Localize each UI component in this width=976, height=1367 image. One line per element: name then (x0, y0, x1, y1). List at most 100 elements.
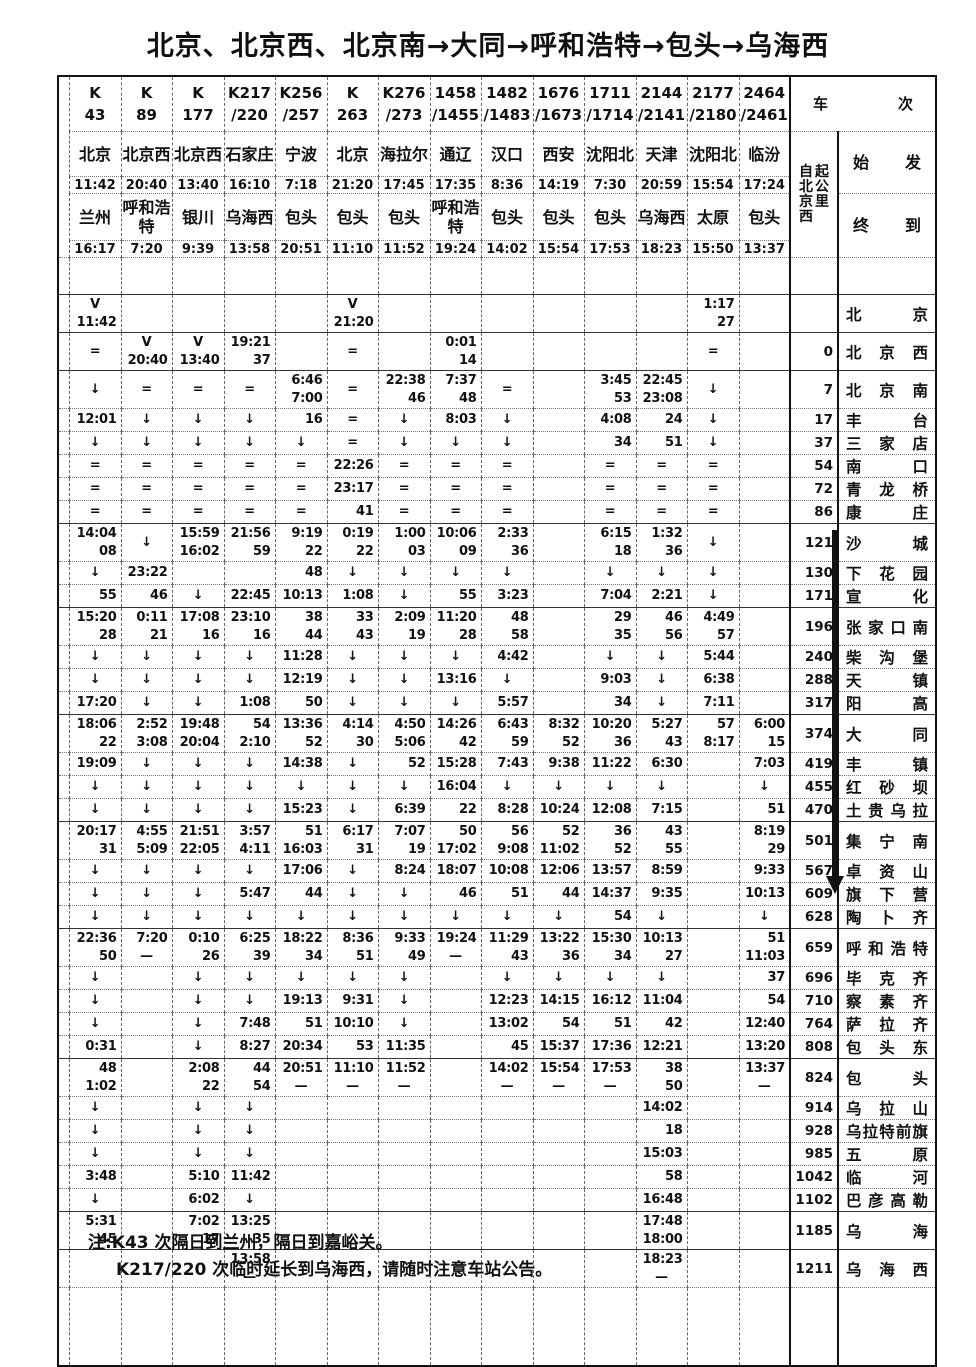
time-cell (687, 752, 740, 776)
time-value: 6:15 (600, 525, 632, 541)
train-number-cell: K 89 (121, 76, 173, 132)
time-cell (378, 294, 431, 333)
time-cell-content: ↓ (379, 692, 430, 714)
time-value: 4:08 (600, 412, 632, 427)
time-cell: ↓ (378, 645, 431, 669)
time-cell: 6:38 (687, 668, 740, 692)
time-cell: 45 (481, 1035, 534, 1059)
time-cell-content: = (70, 501, 121, 523)
left-gutter (58, 821, 70, 860)
time-value: 17:02 (436, 841, 477, 857)
time-cell-content: ↓ (122, 753, 172, 775)
origin-time-cell: 15:54 (687, 176, 740, 194)
station-row: ↓ ↓ ↓ ↓ 11:28 ↓ ↓ ↓ 4:42 ↓ ↓ 5:44 240 柴沟堡 (58, 645, 937, 669)
time-value: ↓ (244, 993, 255, 1008)
terminal-station-cell: 乌海西 (224, 193, 276, 241)
time-value: V (141, 334, 152, 350)
time-value: ↓ (89, 886, 101, 901)
time-cell: ↓ (69, 370, 122, 409)
time-cell-content: 1:17 27 (688, 296, 739, 332)
time-cell-content: 44 54 (225, 1060, 275, 1096)
time-cell: 13:20 (739, 1035, 791, 1059)
time-cell-content (431, 1036, 481, 1058)
empty-cell (69, 1287, 122, 1367)
time-value: ↓ (89, 1192, 101, 1207)
time-value: 29 (767, 841, 786, 857)
time-value: 59 (511, 734, 529, 750)
time-value: ↓ (656, 672, 667, 687)
terminal-time-cell: 13:37 (739, 240, 791, 258)
time-cell: ↓ (69, 1119, 122, 1143)
time-cell (481, 1165, 534, 1189)
time-cell-content: 10:13 27 (637, 930, 687, 966)
timetable-body: K 43 K 89 K 177 K217/220 K256/257 K 263 K276/273 14… (58, 76, 937, 1367)
time-value: ↓ (141, 779, 152, 794)
time-cell (687, 905, 740, 929)
time-cell: 54 2:10 (224, 714, 276, 753)
time-cell-content: ↓ (225, 409, 275, 431)
time-cell-content (740, 609, 790, 645)
terminal-station-cell: 银川 (172, 193, 225, 241)
km-header-char: 里 (815, 193, 829, 210)
time-cell-content: 2:08 22 (173, 1060, 224, 1096)
empty-cell (378, 1287, 431, 1367)
time-value: ↓ (450, 565, 461, 580)
time-cell: 16 (275, 408, 328, 432)
time-cell-content (534, 372, 584, 408)
time-cell-content: 56 9:08 (482, 823, 533, 859)
station-row: = V 20:40 V 13:40 19:21 37 = 0:01 14 = 0 北京西 (58, 332, 937, 371)
station-name: 呼和浩特 (836, 928, 937, 967)
time-cell-content: 11:20 28 (431, 609, 481, 645)
time-cell (584, 1188, 637, 1212)
time-value: ↓ (192, 695, 204, 710)
time-cell-content: ↓ (173, 990, 224, 1012)
time-value: 15:59 (179, 525, 220, 541)
time-cell: = (172, 454, 225, 478)
left-gutter (58, 775, 70, 799)
time-cell-content (534, 1120, 584, 1142)
time-value: 34 (614, 435, 632, 450)
time-value: 6:38 (703, 672, 735, 687)
time-cell: 5:27 43 (636, 714, 688, 753)
time-cell-content: ↓ (534, 967, 584, 989)
time-cell-content (122, 1120, 172, 1142)
time-cell-content: = (122, 478, 172, 500)
km-header-column: 自北京西 (799, 164, 813, 225)
time-cell: 18:06 22 (69, 714, 122, 753)
time-value: 7:07 (394, 823, 426, 839)
time-cell-content: = (379, 455, 430, 477)
time-cell-content: ↓ (225, 432, 275, 454)
time-cell-content: 51 (482, 883, 533, 905)
time-cell: = (636, 454, 688, 478)
time-cell (121, 1165, 173, 1189)
terminal-station-cell: 包头 (739, 193, 791, 241)
time-cell (533, 1142, 585, 1166)
station-row: 5:31 45 7:02 17 13:25 35 17:48 18:00 1185 乌海 (58, 1211, 937, 1250)
time-cell: 7:07 19 (378, 821, 431, 860)
time-cell-content: ↓ (379, 646, 430, 668)
time-value: = (192, 504, 204, 519)
time-cell-content: = (585, 455, 636, 477)
time-cell-content: 22:36 50 (70, 930, 121, 966)
time-value: ↓ (450, 435, 461, 450)
time-value: — (603, 1078, 617, 1094)
time-cell: 15:37 (533, 1035, 585, 1059)
time-cell: ↓ (636, 966, 688, 990)
time-cell-content: ↓ (70, 799, 121, 821)
time-value: 6:43 (497, 716, 529, 732)
time-value: 7:43 (497, 756, 529, 771)
time-cell: 10:20 36 (584, 714, 637, 753)
time-cell-content (431, 1013, 481, 1035)
km-header-text: 自北京西起公里 (792, 164, 837, 225)
time-cell-content: 16 (276, 409, 327, 431)
time-cell: ↓ (275, 966, 328, 990)
time-cell-content (637, 334, 687, 370)
time-value: 11:04 (642, 993, 683, 1008)
time-value: = (347, 381, 358, 397)
time-value: 1:17 (703, 296, 735, 312)
departure-header-label: 始发 (836, 131, 937, 194)
left-gutter (58, 668, 70, 692)
time-cell: ↓ (327, 691, 379, 715)
time-value: 23:10 (230, 609, 271, 625)
time-value: 22:05 (179, 841, 220, 857)
